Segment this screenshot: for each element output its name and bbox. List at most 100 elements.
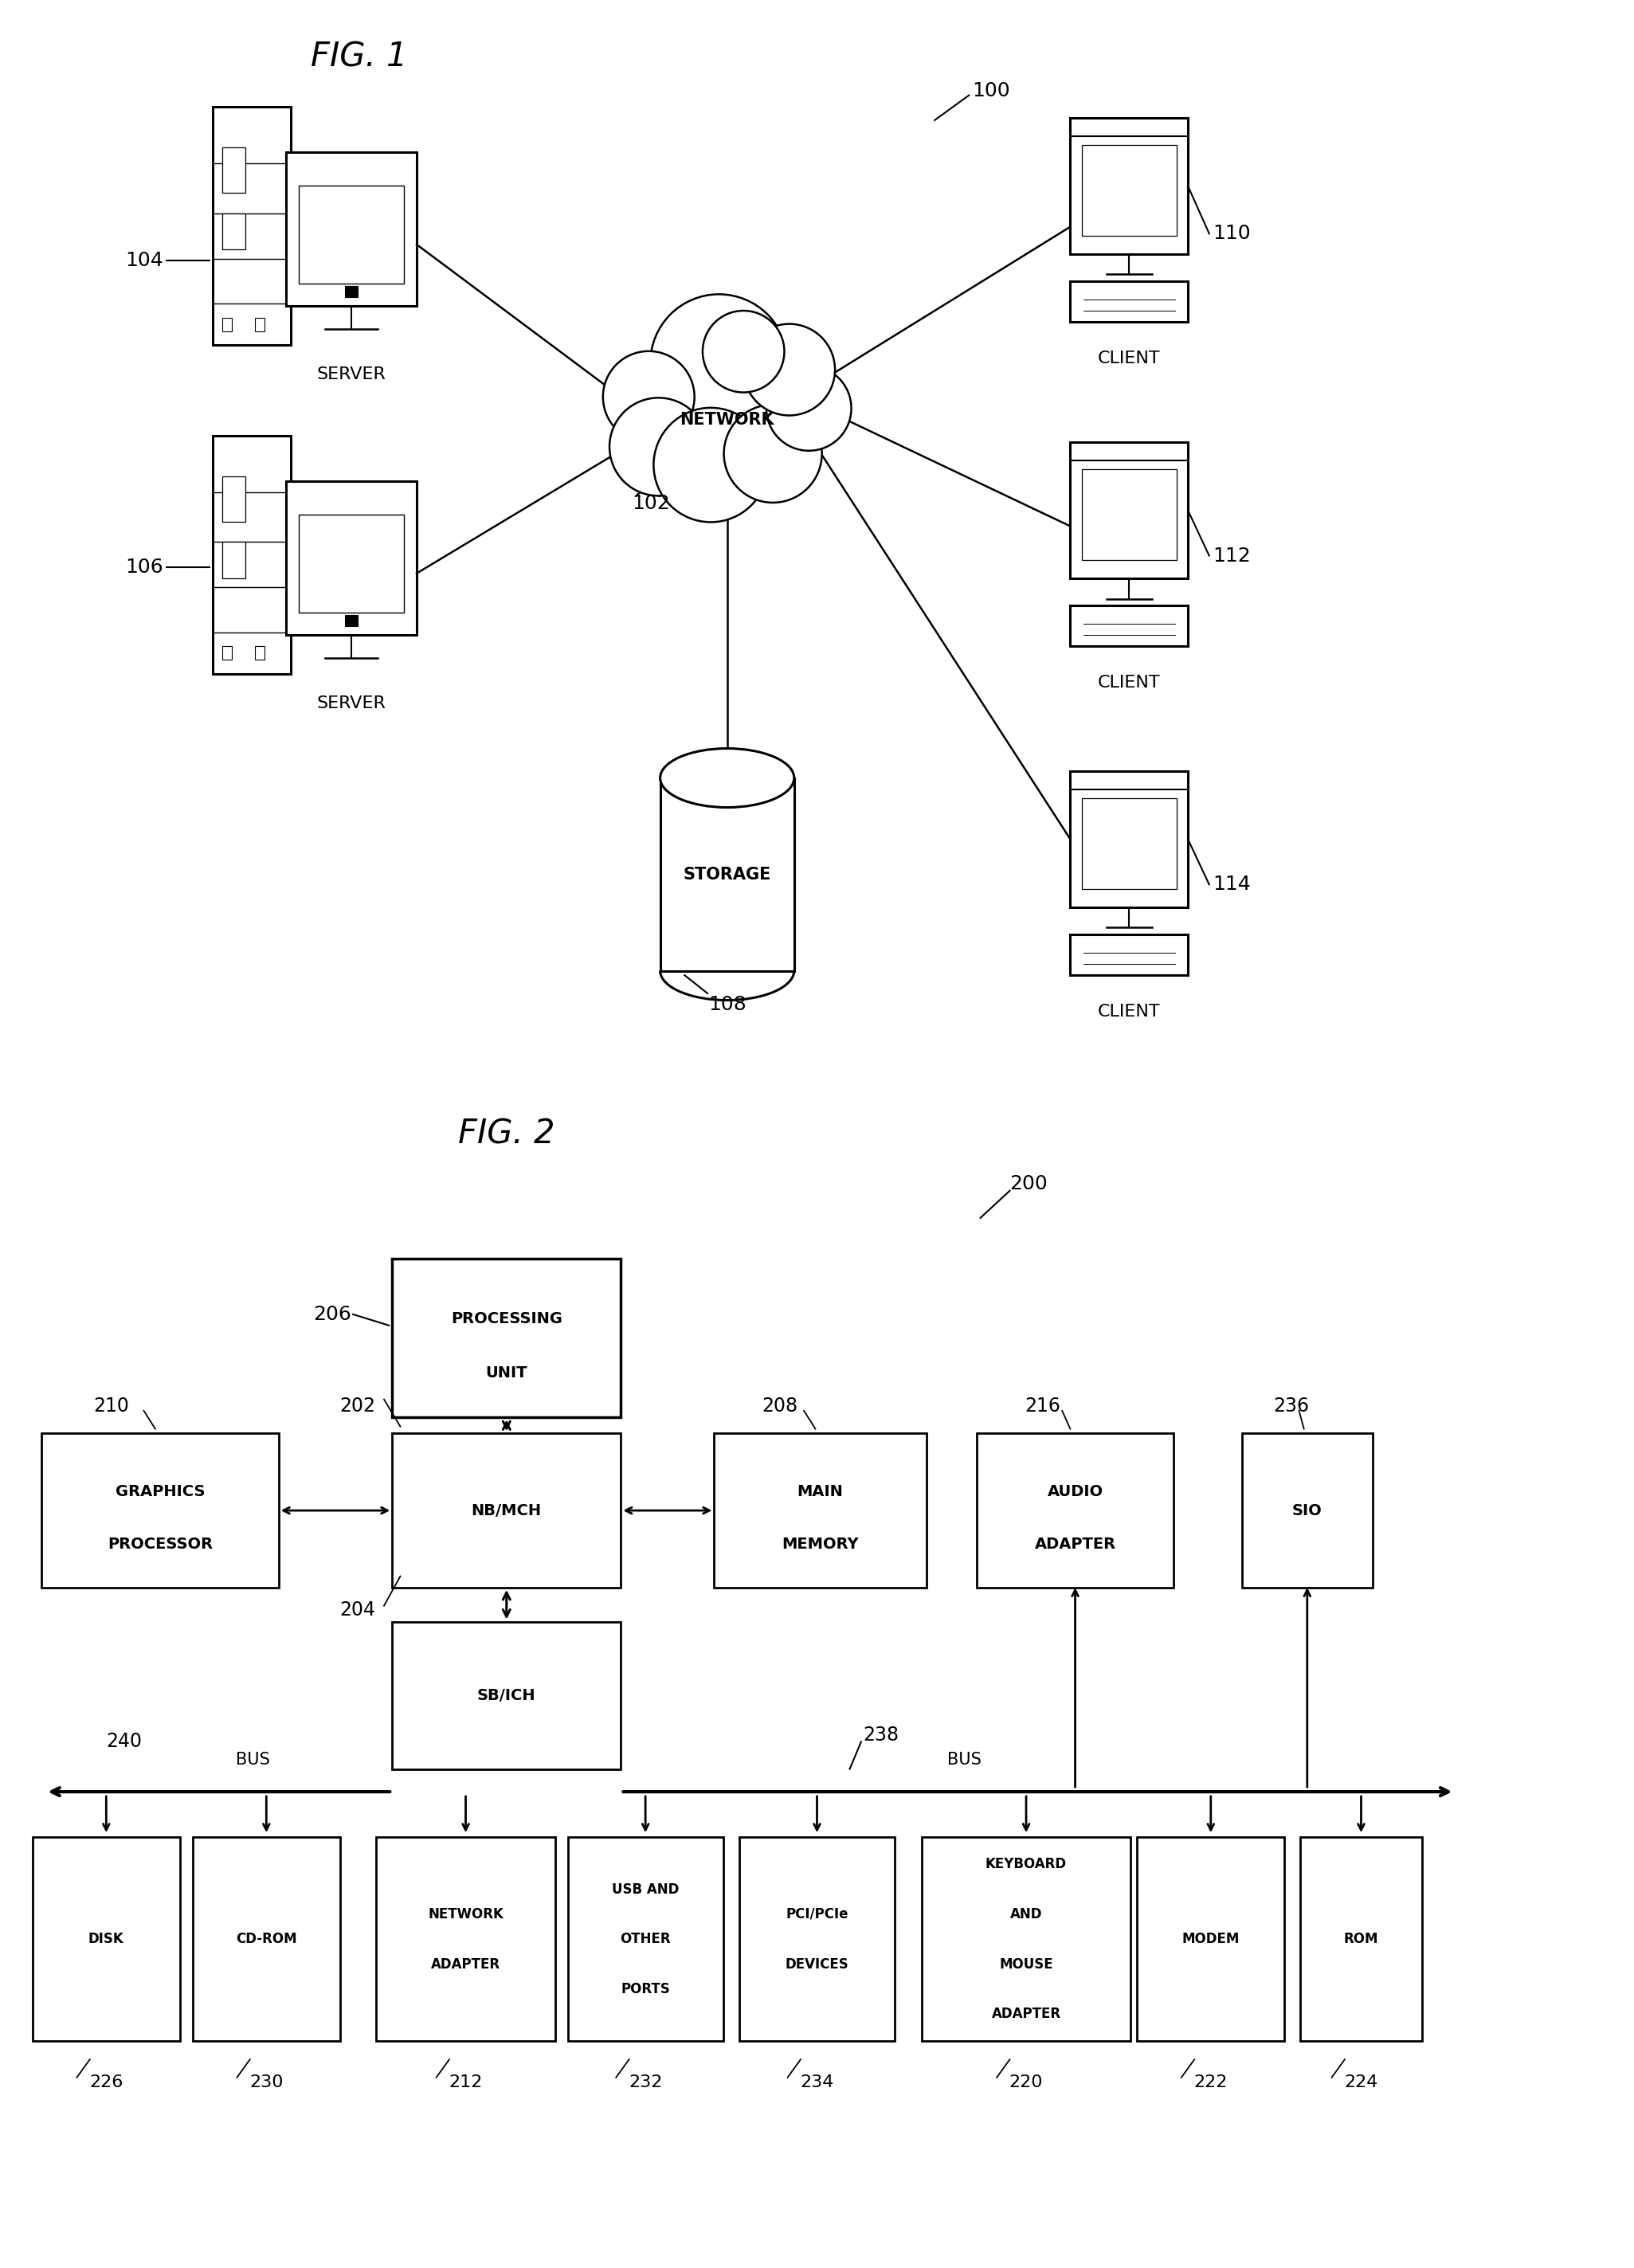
Ellipse shape bbox=[743, 324, 835, 415]
Bar bbox=[222, 646, 232, 660]
Text: 236: 236 bbox=[1273, 1397, 1309, 1415]
Bar bbox=[193, 1837, 340, 2041]
Text: 212: 212 bbox=[449, 2073, 482, 2091]
Text: MOUSE: MOUSE bbox=[1000, 1957, 1052, 1971]
Text: 206: 206 bbox=[314, 1304, 351, 1325]
Text: CLIENT: CLIENT bbox=[1098, 349, 1160, 367]
Bar bbox=[392, 1259, 621, 1418]
Text: OTHER: OTHER bbox=[619, 1932, 672, 1946]
Bar bbox=[1070, 118, 1188, 254]
Bar bbox=[299, 186, 404, 284]
Bar bbox=[1137, 1837, 1284, 2041]
Text: 200: 200 bbox=[1010, 1175, 1047, 1193]
Bar bbox=[1070, 606, 1188, 646]
Text: SB/ICH: SB/ICH bbox=[477, 1687, 536, 1703]
Text: NETWORK: NETWORK bbox=[428, 1907, 503, 1921]
Text: 108: 108 bbox=[708, 996, 747, 1014]
Text: 232: 232 bbox=[629, 2073, 662, 2091]
Text: STORAGE: STORAGE bbox=[683, 866, 771, 882]
Bar bbox=[1082, 798, 1176, 889]
Text: PROCESSOR: PROCESSOR bbox=[108, 1538, 212, 1551]
Bar bbox=[255, 318, 265, 331]
Text: ADAPTER: ADAPTER bbox=[992, 2007, 1060, 2021]
Bar bbox=[739, 1837, 894, 2041]
Bar bbox=[345, 615, 358, 626]
Text: 100: 100 bbox=[972, 82, 1010, 100]
Bar bbox=[222, 147, 245, 193]
Text: GRAPHICS: GRAPHICS bbox=[116, 1486, 204, 1499]
Bar bbox=[1070, 442, 1188, 578]
Text: CLIENT: CLIENT bbox=[1098, 674, 1160, 692]
Text: BUS: BUS bbox=[948, 1751, 980, 1769]
Text: 234: 234 bbox=[801, 2073, 833, 2091]
Text: MODEM: MODEM bbox=[1181, 1932, 1240, 1946]
Bar bbox=[977, 1433, 1173, 1588]
Text: 208: 208 bbox=[761, 1397, 797, 1415]
Text: 210: 210 bbox=[93, 1397, 129, 1415]
Bar bbox=[1070, 281, 1188, 322]
Bar bbox=[222, 318, 232, 331]
Text: PCI/PCIe: PCI/PCIe bbox=[786, 1907, 848, 1921]
Text: KEYBOARD: KEYBOARD bbox=[985, 1857, 1067, 1871]
Ellipse shape bbox=[603, 352, 694, 442]
Text: UNIT: UNIT bbox=[485, 1365, 528, 1381]
Bar bbox=[392, 1433, 621, 1588]
Bar bbox=[212, 107, 291, 345]
Text: AND: AND bbox=[1010, 1907, 1042, 1921]
Text: ADAPTER: ADAPTER bbox=[1034, 1538, 1116, 1551]
Text: DISK: DISK bbox=[88, 1932, 124, 1946]
Bar bbox=[212, 435, 291, 674]
Bar bbox=[1070, 934, 1188, 975]
Text: 220: 220 bbox=[1010, 2073, 1042, 2091]
Bar bbox=[33, 1837, 180, 2041]
Bar bbox=[255, 646, 265, 660]
Bar bbox=[222, 213, 245, 249]
Text: PORTS: PORTS bbox=[621, 1982, 670, 1996]
Text: 226: 226 bbox=[90, 2073, 123, 2091]
Ellipse shape bbox=[660, 748, 794, 807]
Ellipse shape bbox=[609, 397, 708, 497]
Text: BUS: BUS bbox=[237, 1751, 270, 1769]
Text: 222: 222 bbox=[1194, 2073, 1227, 2091]
Bar bbox=[1082, 145, 1176, 236]
Text: DEVICES: DEVICES bbox=[786, 1957, 848, 1971]
Bar bbox=[376, 1837, 556, 2041]
Bar bbox=[42, 1433, 278, 1588]
Text: CD-ROM: CD-ROM bbox=[235, 1932, 297, 1946]
Bar bbox=[1301, 1837, 1422, 2041]
Bar bbox=[1082, 469, 1176, 560]
Text: 240: 240 bbox=[106, 1733, 142, 1751]
Text: SERVER: SERVER bbox=[317, 365, 386, 383]
Text: 202: 202 bbox=[340, 1397, 376, 1415]
Text: FIG. 2: FIG. 2 bbox=[458, 1118, 556, 1150]
Text: 204: 204 bbox=[340, 1601, 376, 1619]
Text: NETWORK: NETWORK bbox=[680, 411, 775, 429]
Bar bbox=[569, 1837, 722, 2041]
Text: 238: 238 bbox=[863, 1726, 899, 1744]
Text: USB AND: USB AND bbox=[611, 1882, 680, 1896]
Text: 224: 224 bbox=[1345, 2073, 1377, 2091]
Bar bbox=[286, 481, 417, 635]
Bar bbox=[714, 1433, 926, 1588]
Text: MEMORY: MEMORY bbox=[781, 1538, 859, 1551]
Text: 106: 106 bbox=[126, 558, 163, 576]
Text: 216: 216 bbox=[1025, 1397, 1060, 1415]
Bar bbox=[286, 152, 417, 306]
Text: 114: 114 bbox=[1212, 875, 1250, 894]
Text: ROM: ROM bbox=[1343, 1932, 1379, 1946]
Ellipse shape bbox=[703, 311, 784, 392]
Text: 102: 102 bbox=[632, 494, 670, 513]
Ellipse shape bbox=[724, 404, 822, 503]
Bar bbox=[1242, 1433, 1373, 1588]
Bar bbox=[1070, 771, 1188, 907]
Bar bbox=[299, 515, 404, 612]
Ellipse shape bbox=[654, 408, 768, 522]
Text: 230: 230 bbox=[250, 2073, 283, 2091]
Bar bbox=[345, 286, 358, 297]
Text: CLIENT: CLIENT bbox=[1098, 1002, 1160, 1021]
Text: AUDIO: AUDIO bbox=[1047, 1486, 1103, 1499]
Text: 110: 110 bbox=[1212, 225, 1250, 243]
Text: 104: 104 bbox=[126, 252, 163, 270]
Bar bbox=[222, 542, 245, 578]
Text: SERVER: SERVER bbox=[317, 694, 386, 712]
